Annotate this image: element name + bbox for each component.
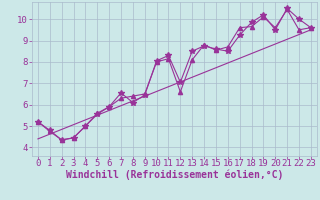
X-axis label: Windchill (Refroidissement éolien,°C): Windchill (Refroidissement éolien,°C) — [66, 170, 283, 180]
